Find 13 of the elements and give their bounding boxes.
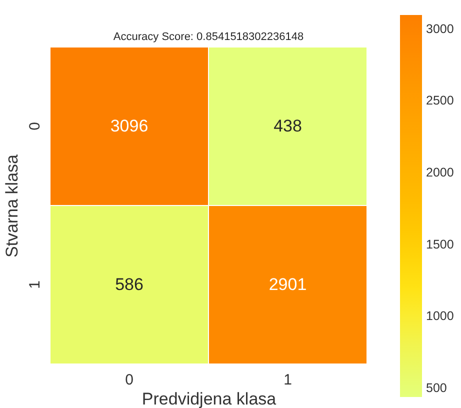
y-axis-title: Stvarna klasa bbox=[2, 154, 22, 258]
x-axis-title: Predvidjena klasa bbox=[142, 390, 277, 408]
color-bar-label: 500 bbox=[426, 381, 447, 396]
data-label: 438 bbox=[274, 116, 302, 136]
data-label: 586 bbox=[115, 274, 144, 294]
color-bar-label: 3000 bbox=[426, 22, 454, 36]
chart-title: Accuracy Score: 0.8541518302236148 bbox=[113, 31, 304, 43]
color-bar-label: 1000 bbox=[426, 309, 454, 324]
data-label: 2901 bbox=[268, 274, 307, 294]
data-label: 3096 bbox=[110, 116, 148, 136]
color-bar-label: 2000 bbox=[426, 166, 454, 180]
color-bar-label: 2500 bbox=[426, 94, 454, 108]
color-bar-label: 1500 bbox=[426, 237, 454, 252]
